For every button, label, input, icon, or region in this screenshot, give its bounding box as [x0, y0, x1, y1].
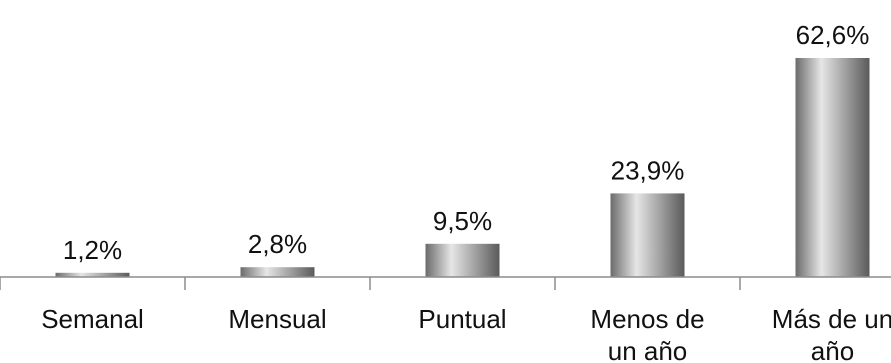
- data-label-3: 23,9%: [611, 155, 685, 185]
- bar-0: [55, 272, 130, 277]
- category-label-2: Puntual: [418, 304, 506, 334]
- x-axis: [0, 276, 891, 290]
- category-label-3: Menos de un año: [590, 304, 704, 363]
- bar-4: [795, 58, 870, 277]
- bar-1: [240, 267, 315, 277]
- data-label-0: 1,2%: [63, 235, 122, 265]
- category-labels-layer: Semanal Mensual Puntual Menos de un año Más d…: [41, 304, 891, 363]
- data-label-2: 9,5%: [433, 206, 492, 236]
- value-labels-layer: 1,2% 2,8% 9,5% 23,9% 62,6%: [63, 20, 870, 265]
- category-label-4: Más de un año: [772, 304, 891, 363]
- bar-2: [425, 243, 500, 277]
- category-label-1: Mensual: [228, 304, 326, 334]
- bar-3: [610, 193, 685, 277]
- data-label-1: 2,8%: [248, 229, 307, 259]
- bars-layer: [55, 58, 870, 277]
- category-label-0: Semanal: [41, 304, 144, 334]
- data-label-4: 62,6%: [796, 20, 870, 50]
